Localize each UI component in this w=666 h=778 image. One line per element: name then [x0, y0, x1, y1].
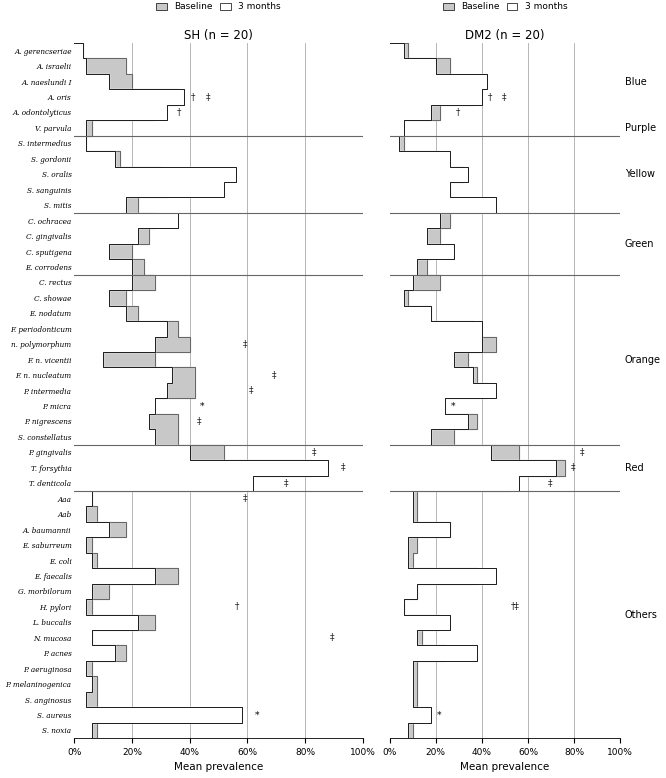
Text: †: †: [456, 108, 460, 117]
Text: ‡: ‡: [330, 633, 334, 643]
Text: †: †: [191, 93, 195, 102]
Text: Green: Green: [625, 239, 655, 249]
Text: Red: Red: [625, 463, 643, 473]
Text: ‡: ‡: [341, 464, 346, 472]
Text: ‡: ‡: [312, 448, 316, 457]
Title: SH (n = 20): SH (n = 20): [184, 29, 253, 42]
Text: ‡: ‡: [206, 93, 210, 102]
Polygon shape: [390, 43, 555, 738]
Text: ‡: ‡: [547, 478, 552, 488]
Polygon shape: [75, 43, 311, 738]
Title: DM2 (n = 20): DM2 (n = 20): [466, 29, 545, 42]
Text: †: †: [234, 602, 238, 612]
Text: *: *: [254, 710, 259, 720]
Text: †: †: [176, 108, 181, 117]
Text: Others: Others: [625, 610, 658, 619]
X-axis label: Mean prevalence: Mean prevalence: [460, 762, 549, 773]
Text: ‡: ‡: [283, 478, 288, 488]
Polygon shape: [390, 43, 565, 738]
Text: Yellow: Yellow: [625, 170, 655, 179]
Legend: Baseline, 3 months: Baseline, 3 months: [153, 0, 284, 15]
X-axis label: Mean prevalence: Mean prevalence: [174, 762, 263, 773]
Text: †: †: [488, 93, 492, 102]
Text: *: *: [437, 710, 442, 720]
Text: Orange: Orange: [625, 355, 661, 365]
Text: Blue: Blue: [625, 76, 647, 86]
Text: ‡: ‡: [580, 448, 585, 457]
Text: ‡: ‡: [272, 370, 276, 380]
Polygon shape: [75, 43, 328, 738]
Text: Purple: Purple: [625, 123, 656, 133]
Text: ‡: ‡: [248, 386, 253, 395]
Text: ‡: ‡: [243, 494, 248, 503]
Text: ‡: ‡: [571, 464, 575, 472]
Text: *: *: [200, 401, 204, 411]
Text: ‡: ‡: [197, 417, 201, 426]
Text: ‡: ‡: [243, 340, 248, 349]
Text: *: *: [451, 401, 456, 411]
Text: ‡: ‡: [501, 93, 506, 102]
Text: †‡: †‡: [511, 602, 519, 612]
Legend: Baseline, 3 months: Baseline, 3 months: [439, 0, 571, 15]
